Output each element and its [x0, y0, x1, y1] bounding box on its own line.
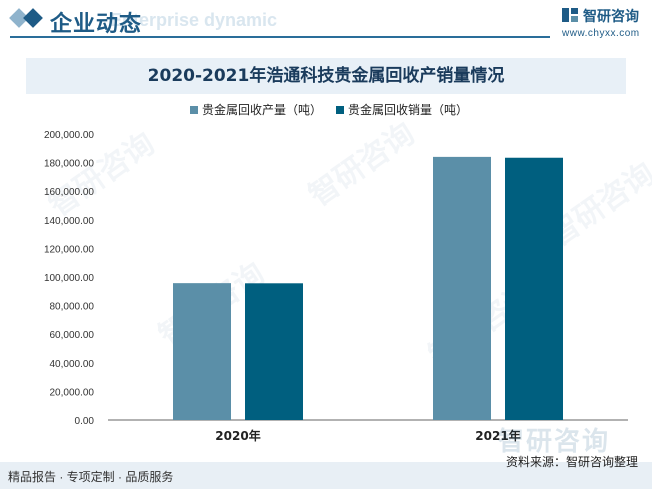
- legend-label: 贵金属回收产量（吨）: [202, 103, 323, 117]
- watermark-brand: 智研咨询: [498, 426, 611, 456]
- source-note: 资料来源：智研咨询整理: [506, 455, 639, 469]
- legend-label: 贵金属回收销量（吨）: [348, 103, 469, 117]
- x-tick-label: 2020年: [215, 428, 260, 443]
- brand-name: 智研咨询: [583, 8, 639, 24]
- bar: [245, 283, 303, 420]
- header-divider: [10, 36, 550, 38]
- chart-title: 2020-2021年浩通科技贵金属回收产销量情况: [147, 66, 505, 86]
- legend-item: 贵金属回收产量（吨）: [190, 101, 322, 118]
- x-tick-label: 2021年: [475, 428, 520, 443]
- y-tick-label: 80,000.00: [50, 302, 95, 313]
- header-subtitle: Enterprise dynamic: [110, 10, 278, 30]
- brand-url: www.chyxx.com: [562, 28, 640, 39]
- y-tick-label: 200,000.00: [44, 130, 94, 141]
- y-tick-label: 40,000.00: [50, 359, 95, 370]
- chart-title-bar: [26, 58, 626, 94]
- footer-slogan: 精品报告 · 专项定制 · 品质服务: [8, 470, 174, 484]
- bar: [173, 283, 231, 420]
- y-tick-label: 20,000.00: [50, 387, 95, 398]
- brand-logo-icon: [562, 8, 578, 22]
- page-title: 企业动态: [50, 11, 143, 36]
- bar: [433, 156, 491, 420]
- bar: [505, 157, 563, 420]
- legend-swatch: [190, 106, 198, 114]
- y-tick-label: 0.00: [75, 416, 95, 427]
- header: Enterprise dynamic 企业动态 智研咨询 www.chyxx.c…: [0, 0, 652, 40]
- y-tick-label: 140,000.00: [44, 216, 94, 227]
- y-tick-label: 60,000.00: [50, 330, 95, 341]
- y-tick-label: 160,000.00: [44, 187, 94, 198]
- y-tick-label: 100,000.00: [44, 273, 94, 284]
- y-tick-label: 120,000.00: [44, 244, 94, 255]
- legend-swatch: [336, 106, 344, 114]
- y-tick-label: 180,000.00: [44, 159, 94, 170]
- footer-bar: [0, 462, 652, 489]
- legend-item: 贵金属回收销量（吨）: [336, 101, 468, 118]
